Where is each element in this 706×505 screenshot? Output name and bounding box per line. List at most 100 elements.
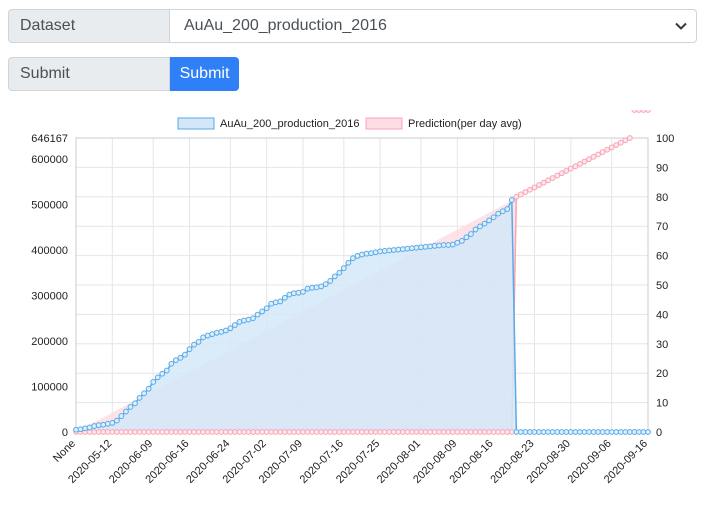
prediction-point xyxy=(590,153,597,160)
production-point xyxy=(504,206,511,212)
production-point xyxy=(359,251,365,258)
production-point xyxy=(322,281,329,288)
submit-row: Submit Submit xyxy=(8,57,239,91)
production-point xyxy=(159,370,166,377)
production-point xyxy=(327,278,334,284)
prediction-point xyxy=(631,110,638,113)
production-point xyxy=(182,351,188,358)
production-point xyxy=(345,259,352,266)
production-point xyxy=(172,357,179,364)
legend-swatch xyxy=(177,117,215,130)
production-point xyxy=(195,339,202,345)
production-point xyxy=(127,404,134,410)
prediction-point xyxy=(608,144,615,151)
production-point xyxy=(91,423,98,429)
submit-button[interactable]: Submit xyxy=(170,57,239,91)
prediction-point xyxy=(622,137,629,144)
production-point xyxy=(318,283,325,290)
submit-label: Submit xyxy=(8,57,170,91)
y-right-tick-label: 40 xyxy=(656,309,668,321)
production-point xyxy=(136,394,143,401)
dataset-row: Dataset AuAu_200_production_2016 xyxy=(8,9,697,43)
y-left-tick-label: 100000 xyxy=(31,382,68,394)
dataset-label: Dataset xyxy=(8,9,170,43)
dataset-select[interactable]: AuAu_200_production_2016 xyxy=(170,9,697,43)
y-left-tick-label: 200000 xyxy=(31,336,68,348)
production-point xyxy=(259,308,266,315)
production-point xyxy=(123,408,129,415)
production-point xyxy=(295,289,302,296)
y-right-tick-label: 50 xyxy=(656,280,668,292)
production-point xyxy=(222,327,229,334)
production-point xyxy=(272,299,279,306)
production-point xyxy=(472,226,479,233)
prediction-point xyxy=(626,135,633,141)
prediction-point xyxy=(549,175,556,181)
production-point xyxy=(231,322,238,328)
production-point xyxy=(132,400,138,407)
prediction-point xyxy=(599,149,606,156)
production-point xyxy=(145,385,152,392)
prediction-point xyxy=(577,160,583,167)
y-right-tick-label: 20 xyxy=(656,368,668,380)
prediction-point xyxy=(536,182,542,188)
legend-label: Prediction(per day avg) xyxy=(408,118,522,130)
production-point xyxy=(495,210,502,217)
production-point xyxy=(104,420,111,427)
production-point xyxy=(304,285,311,292)
prediction-point xyxy=(581,158,588,165)
y-right-tick-label: 0 xyxy=(656,427,662,439)
production-point xyxy=(645,429,651,435)
production-point xyxy=(313,284,320,291)
production-point xyxy=(163,367,170,374)
y-right-tick-label: 80 xyxy=(656,192,668,204)
x-tick-label: None xyxy=(51,438,78,465)
prediction-point xyxy=(586,156,592,163)
production-point xyxy=(368,250,374,257)
production-point xyxy=(277,298,284,305)
prediction-point xyxy=(645,110,651,113)
y-left-tick-label: 646167 xyxy=(31,133,68,145)
production-point xyxy=(77,426,84,433)
y-right-tick-label: 100 xyxy=(656,133,674,145)
production-point xyxy=(150,379,157,385)
prediction-point xyxy=(604,146,611,153)
production-point xyxy=(109,420,116,426)
production-area xyxy=(76,199,648,432)
production-point xyxy=(331,273,338,280)
prediction-point xyxy=(563,168,570,174)
prediction-point xyxy=(527,186,533,193)
y-left-tick-label: 600000 xyxy=(31,154,68,166)
prediction-point xyxy=(572,163,579,170)
y-left-tick-label: 400000 xyxy=(31,245,68,257)
production-point xyxy=(213,329,220,336)
y-right-tick-label: 10 xyxy=(656,398,668,410)
production-point xyxy=(141,390,147,397)
production-point xyxy=(458,238,465,244)
production-point xyxy=(186,346,193,353)
production-point xyxy=(336,269,343,276)
prediction-point xyxy=(636,110,642,113)
production-point xyxy=(241,317,247,324)
prediction-point xyxy=(567,165,574,172)
production-point xyxy=(227,325,234,332)
production-point xyxy=(499,208,506,215)
y-right-tick-label: 60 xyxy=(656,251,668,263)
dataset-selected-value: AuAu_200_production_2016 xyxy=(184,17,387,34)
production-point xyxy=(82,425,88,432)
y-right-tick-label: 70 xyxy=(656,221,668,233)
legend-label: AuAu_200_production_2016 xyxy=(220,118,359,130)
production-point xyxy=(250,315,256,322)
y-right-tick-label: 90 xyxy=(656,162,668,174)
production-point xyxy=(477,223,483,230)
prediction-point xyxy=(531,184,538,191)
legend-item-production: AuAu_200_production_2016 xyxy=(177,117,359,130)
production-point xyxy=(118,413,125,419)
production-point xyxy=(263,305,270,312)
chart: 0 100000 200000 300000 400000 500000 600000 646… xyxy=(31,110,674,486)
prediction-point xyxy=(554,172,561,179)
prediction-point xyxy=(617,139,624,146)
y-left-tick-label: 0 xyxy=(62,427,68,439)
y-left-tick-label: 500000 xyxy=(31,200,68,212)
production-point xyxy=(340,265,347,272)
